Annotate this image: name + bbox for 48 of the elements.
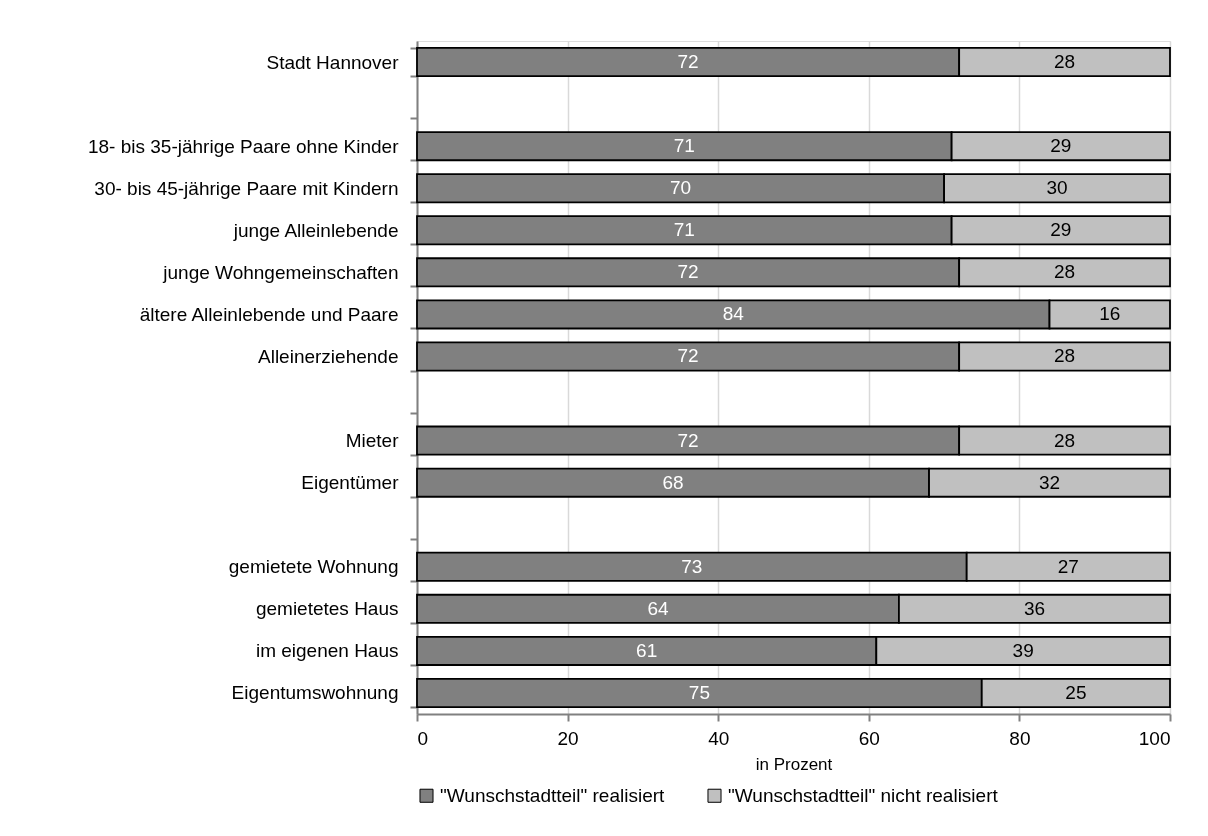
data-label: 84 [722,303,745,325]
data-label: 28 [1054,261,1076,283]
data-label: 28 [1054,429,1076,451]
data-label: 75 [688,681,710,703]
data-label: 71 [673,219,695,241]
y-tick-label: Eigentümer [301,472,400,494]
legend-label: "Wunschstadtteil" nicht realisiert [728,784,999,806]
y-tick-label: Eigentumswohnung [231,682,399,704]
data-label: 72 [677,345,699,367]
y-tick-label: 18- bis 35-jährige Paare ohne Kinder [87,135,400,157]
y-tick-label: 30- bis 45-jährige Paare mit Kindern [94,177,399,199]
data-label: 68 [662,471,684,493]
data-label: 27 [1057,555,1079,577]
data-label: 73 [681,555,703,577]
x-tick-label: 60 [858,727,880,749]
data-label: 72 [677,429,699,451]
data-label: 32 [1038,471,1061,493]
data-label: 30 [1046,177,1068,199]
data-label: 70 [669,177,692,199]
x-tick-label: 40 [708,727,730,749]
data-label: 64 [647,597,669,619]
data-label: 29 [1050,219,1072,241]
data-label: 39 [1012,639,1034,661]
y-tick-label: im eigenen Haus [255,640,399,662]
x-tick-label: 20 [557,727,579,749]
y-tick-label: junge Alleinlebende [232,219,399,241]
y-tick-label: Alleinerziehende [258,345,399,367]
x-tick-label: 0 [417,727,429,749]
x-tick-label: 80 [1009,727,1031,749]
x-tick-label: 100 [1138,727,1171,749]
y-tick-label: ältere Alleinlebende und Paare [139,303,399,325]
data-label: 16 [1099,303,1121,325]
y-tick-label: gemietetes Haus [255,598,399,620]
y-tick-label: gemietete Wohnung [228,556,399,578]
x-axis-title: in Prozent [755,754,833,774]
data-label: 71 [673,135,695,157]
data-label: 25 [1065,681,1087,703]
y-tick-label: junge Wohngemeinschaften [162,261,399,283]
y-tick-label: Mieter [345,430,400,452]
legend-label: "Wunschstadtteil" realisiert [440,784,666,806]
y-tick-label: Stadt Hannover [266,51,400,73]
data-label: 72 [677,261,699,283]
data-label: 29 [1050,135,1072,157]
data-label: 28 [1054,51,1076,73]
data-label: 61 [636,639,658,661]
data-label: 36 [1023,597,1046,619]
data-label: 72 [677,51,699,73]
data-label: 28 [1054,345,1076,367]
